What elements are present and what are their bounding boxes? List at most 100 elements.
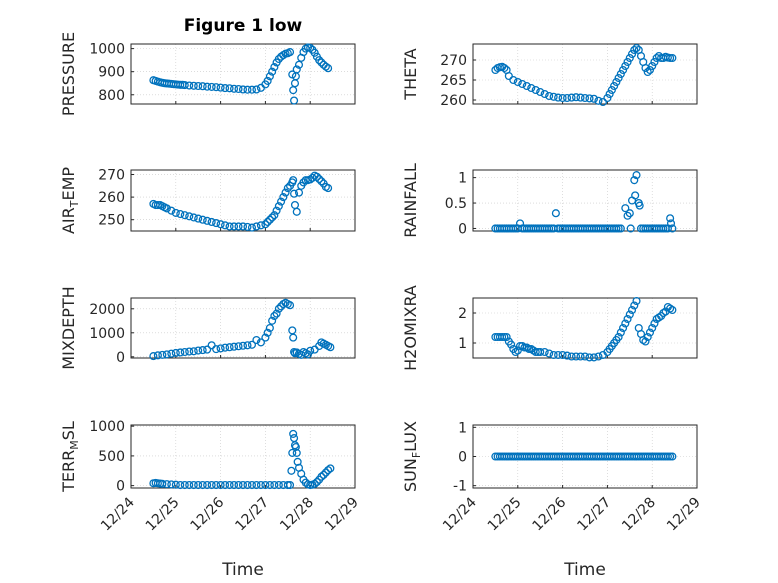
data-point — [288, 448, 297, 457]
plot-area-rainfall — [472, 169, 698, 232]
data-point — [270, 311, 279, 321]
data-point — [312, 478, 321, 487]
data-point — [234, 342, 243, 351]
x-tick-label: 12/25 — [485, 495, 525, 535]
data-point — [292, 448, 301, 457]
data-point — [234, 480, 243, 490]
data-point — [594, 96, 603, 105]
data-point — [554, 350, 563, 360]
data-point — [252, 85, 261, 94]
data-point — [279, 193, 288, 202]
data-point — [545, 349, 554, 358]
data-point — [189, 213, 198, 222]
axes-border — [472, 424, 698, 489]
data-point — [549, 350, 558, 360]
data-point — [540, 89, 549, 99]
data-point — [272, 309, 281, 318]
data-point — [268, 67, 277, 76]
data-point — [238, 222, 248, 231]
data-point — [291, 442, 300, 452]
data-point — [225, 222, 234, 231]
data-point — [616, 224, 625, 233]
data-point — [180, 81, 189, 90]
data-point — [580, 93, 590, 103]
data-point — [238, 341, 248, 350]
y-tick-label: 260 — [98, 190, 125, 206]
data-point — [203, 216, 212, 225]
y-tick-label: 260 — [440, 93, 467, 109]
data-point — [607, 85, 616, 95]
y-tick-label: 1 — [458, 336, 467, 352]
data-point — [176, 348, 185, 357]
data-point — [524, 344, 534, 354]
data-point — [270, 480, 279, 490]
axes-border — [472, 297, 698, 359]
y-tick-label: 1000 — [89, 419, 125, 435]
data-point — [256, 221, 265, 230]
data-point — [238, 480, 248, 490]
data-point — [666, 53, 675, 63]
data-point — [234, 222, 243, 231]
x-tick-label: 12/24 — [440, 494, 480, 534]
x-tick-label: 12/29 — [664, 495, 704, 535]
data-point — [509, 75, 518, 85]
plot-area-air_temp — [130, 169, 356, 232]
data-point — [641, 337, 650, 346]
subplot-terr_msl: 0 500 1000 TERRMSL 12/24 12/25 12/26 12/27 12/28… — [59, 419, 362, 534]
data-point — [185, 212, 194, 221]
data-point — [198, 346, 207, 355]
data-point — [668, 452, 677, 461]
data-point — [513, 77, 522, 87]
data-point — [545, 91, 554, 101]
data-point — [290, 96, 299, 105]
subplot-mixdepth: 0 1000 2000 MIXDEPTH — [59, 286, 356, 370]
x-tick-label: 12/28 — [277, 495, 317, 535]
data-point — [551, 209, 560, 218]
data-point — [247, 480, 257, 490]
axes-border — [472, 43, 698, 105]
data-point — [614, 332, 623, 342]
data-point — [317, 177, 326, 186]
data-point — [198, 82, 207, 91]
data-point — [326, 464, 335, 473]
data-point — [212, 480, 221, 490]
y-tick-label: 800 — [98, 88, 125, 104]
data-point — [563, 351, 572, 360]
y-tick-label: 1000 — [89, 326, 125, 342]
data-point — [648, 323, 657, 333]
data-point — [247, 340, 257, 349]
y-tick-label: 0 — [458, 221, 467, 237]
data-point — [531, 347, 540, 357]
y-tick-label: 2 — [458, 306, 467, 322]
data-point — [287, 466, 296, 475]
data-point — [283, 184, 292, 193]
data-point — [261, 333, 270, 342]
data-point — [623, 314, 632, 324]
data-point — [243, 341, 252, 350]
data-point — [580, 352, 590, 361]
y-axis-label-air_temp: AIRTEMP — [59, 167, 81, 234]
data-point — [263, 328, 272, 337]
data-point — [659, 224, 668, 233]
data-point — [221, 221, 230, 230]
data-point — [610, 81, 619, 91]
data-point — [619, 323, 628, 333]
data-point — [509, 224, 518, 233]
data-point — [194, 480, 203, 490]
data-point — [229, 84, 239, 93]
data-point — [643, 332, 652, 342]
y-tick-label: 0 — [116, 350, 125, 366]
y-tick-label: 265 — [440, 73, 467, 89]
data-point — [207, 480, 216, 490]
data-point — [290, 189, 299, 198]
data-point — [185, 347, 194, 356]
data-point — [576, 352, 585, 361]
data-point — [180, 211, 189, 220]
data-point — [162, 480, 171, 489]
axes-border — [130, 169, 356, 232]
data-point — [176, 480, 185, 490]
data-point — [666, 214, 675, 223]
y-tick-label: 2000 — [89, 302, 125, 318]
data-point — [625, 209, 634, 218]
data-point — [247, 85, 257, 94]
